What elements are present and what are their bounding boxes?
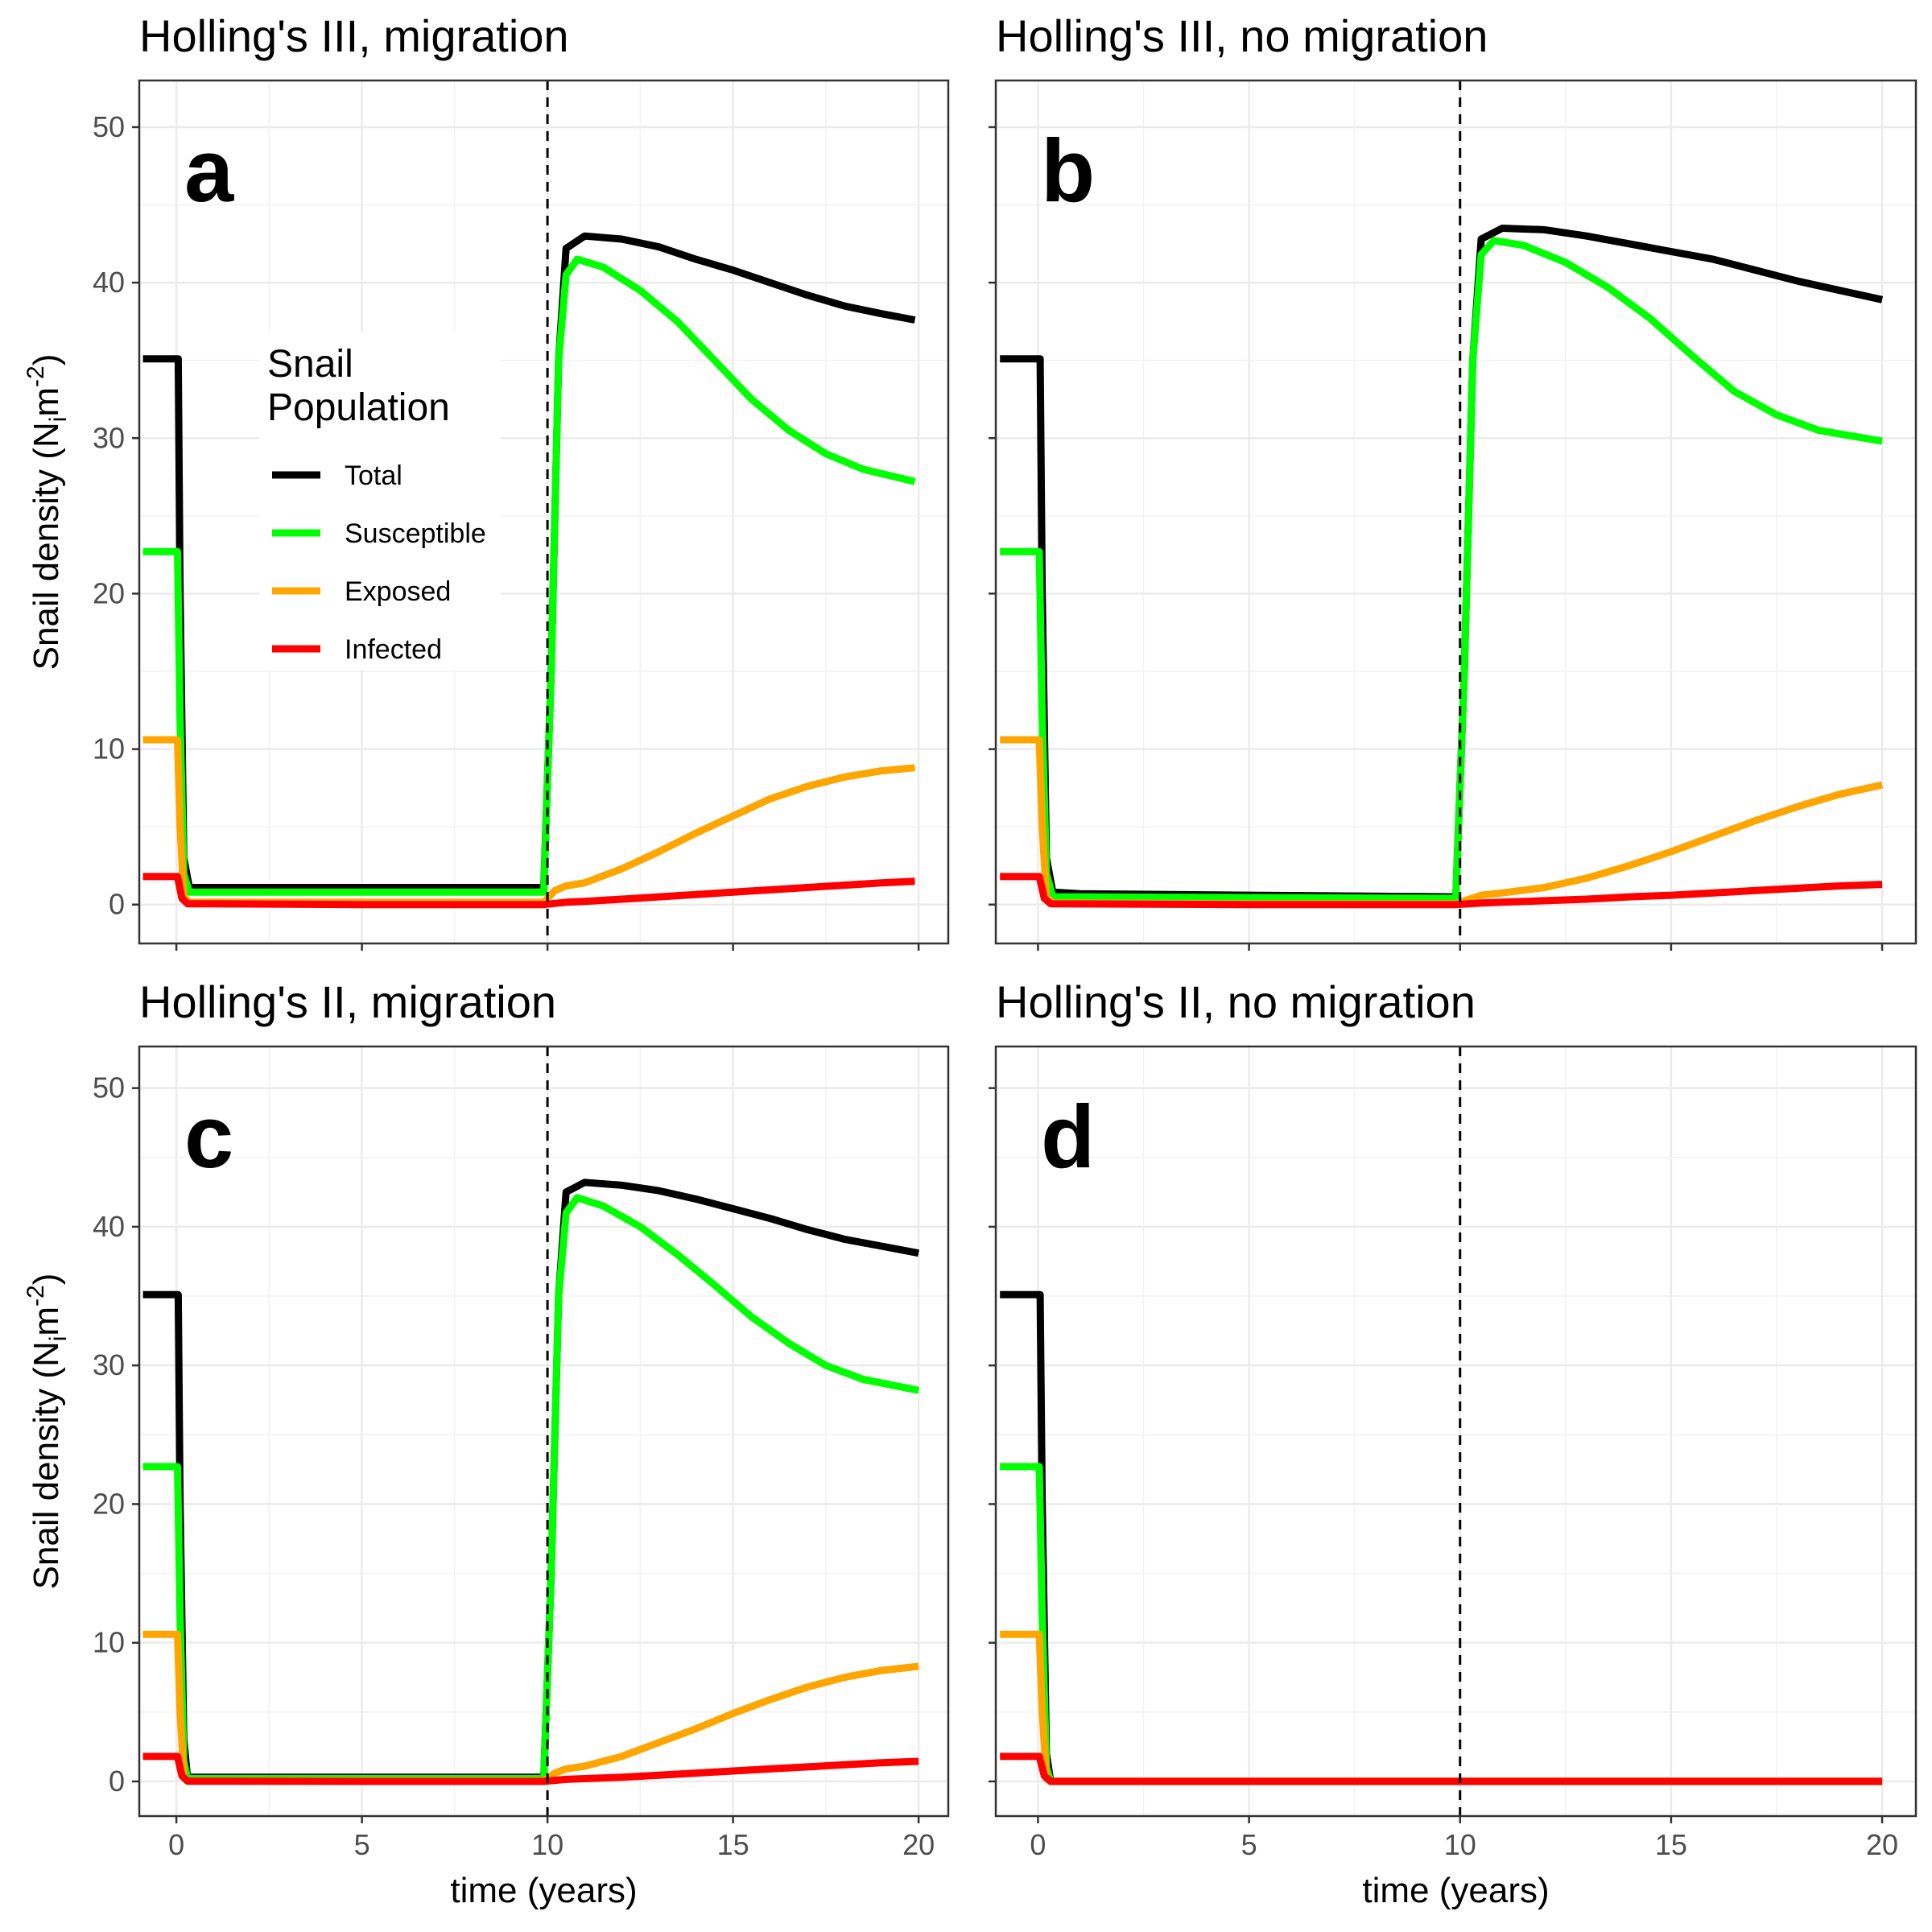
legend-title: Population <box>267 386 450 429</box>
legend-background <box>259 332 501 670</box>
plot-background <box>996 1046 1916 1816</box>
y-tick-label: 50 <box>93 1071 125 1104</box>
y-tick-label: 30 <box>93 421 125 454</box>
y-tick-label: 10 <box>93 1626 125 1659</box>
y-axis-label: Snail density (Nim-2) <box>23 1274 72 1590</box>
y-axis-label-main: Snail density (N <box>27 422 66 670</box>
y-tick-label: 50 <box>93 110 125 143</box>
x-tick-label: 10 <box>531 1828 564 1861</box>
panel-border <box>138 79 950 945</box>
y-tick-label: 20 <box>93 576 125 609</box>
panel-border <box>994 1045 1918 1818</box>
y-axis-label: Snail density (Nim-2) <box>23 354 72 671</box>
plot-background <box>996 80 1916 943</box>
panel-title: Holling's II, no migration <box>996 976 1476 1027</box>
legend-label-susceptible: Susceptible <box>345 518 486 549</box>
series-line-exposed <box>1000 736 1884 908</box>
y-axis-label-unit: m <box>27 387 66 417</box>
y-tick-label: 0 <box>109 888 125 921</box>
series-line-infected <box>1000 1752 1883 1785</box>
panel-border <box>138 1045 950 1818</box>
y-axis-label-close: ) <box>27 354 66 366</box>
legend-label-exposed: Exposed <box>345 576 451 607</box>
y-axis-label-unit: m <box>27 1307 66 1336</box>
x-tick-label: 20 <box>1866 1828 1898 1861</box>
x-tick-label: 5 <box>1241 1828 1257 1861</box>
legend-label-infected: Infected <box>345 634 442 665</box>
series-line-infected <box>1000 873 1883 909</box>
x-tick-label: 15 <box>1655 1828 1687 1861</box>
x-tick-label: 15 <box>717 1828 749 1861</box>
y-axis-label-superscript: -2 <box>23 1285 49 1307</box>
x-tick-label: 0 <box>1030 1828 1046 1861</box>
panel-title: Holling's III, no migration <box>996 10 1488 61</box>
y-tick-label: 10 <box>93 733 125 766</box>
panel-c: 0 5 10 15 20 time (years) 0 10 20 30 40 50 Snail den… <box>23 976 950 1910</box>
panel-border <box>994 79 1918 945</box>
y-tick-label: 20 <box>93 1487 125 1520</box>
y-axis-label-subscript: i <box>45 417 72 423</box>
x-tick-label: 10 <box>1444 1828 1476 1861</box>
panel-letter: a <box>184 122 234 221</box>
y-axis-label-main: Snail density (N <box>27 1341 66 1589</box>
x-tick-label: 0 <box>168 1828 184 1861</box>
panel-title: Holling's III, migration <box>139 10 569 61</box>
series-line-infected <box>142 873 915 909</box>
panel-b: Holling's III, no migration b <box>989 10 1918 951</box>
y-axis-label-close: ) <box>27 1274 66 1286</box>
panel-title: Holling's II, migration <box>139 976 556 1027</box>
panel-letter: c <box>184 1088 233 1187</box>
x-tick-label: 20 <box>902 1828 935 1861</box>
x-tick-label: 5 <box>354 1828 370 1861</box>
x-axis-label: time (years) <box>1362 1871 1549 1910</box>
x-axis-label: time (years) <box>450 1871 637 1910</box>
y-tick-label: 40 <box>93 266 125 299</box>
panel-letter: b <box>1041 122 1095 221</box>
legend-title: Snail <box>267 343 353 386</box>
y-tick-label: 40 <box>93 1210 125 1243</box>
y-tick-label: 0 <box>109 1765 125 1798</box>
legend-label-total: Total <box>345 460 402 491</box>
y-axis-label-subscript: i <box>45 1336 72 1342</box>
panel-letter: d <box>1041 1088 1095 1187</box>
y-axis-label-superscript: -2 <box>23 365 49 387</box>
series-line-infected <box>142 1752 919 1785</box>
panel-d: 0 5 10 15 20 time (years) Holling's II, no mig… <box>989 976 1918 1910</box>
y-tick-label: 30 <box>93 1348 125 1381</box>
